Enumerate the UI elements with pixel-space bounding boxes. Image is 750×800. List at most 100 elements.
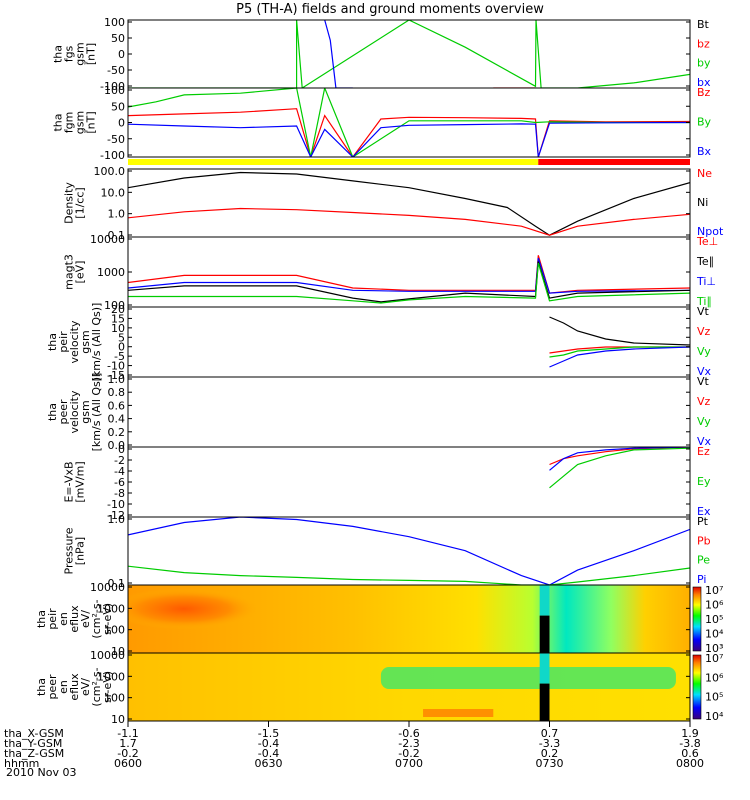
legend-entry: Bx bbox=[697, 145, 712, 158]
series-bx bbox=[324, 20, 353, 88]
ephemeris-label: hhmm bbox=[4, 757, 39, 770]
ephemeris-value: -1.5 bbox=[258, 727, 279, 740]
legend-entry: by bbox=[697, 57, 711, 70]
colorbar-tick: 10⁷ bbox=[705, 652, 723, 665]
legend-entry: Vx bbox=[697, 435, 712, 448]
date-label: 2010 Nov 03 bbox=[6, 766, 76, 779]
ylabel: magt3[eV] bbox=[63, 254, 87, 290]
spectrogram-data-gap bbox=[539, 683, 550, 721]
legend-entry: Bz bbox=[697, 86, 711, 99]
ylabel-line: (cm²-s- bbox=[90, 599, 103, 638]
legend-entry: bx bbox=[697, 76, 711, 89]
series-By bbox=[128, 88, 690, 157]
ytick-label: 100.0 bbox=[94, 165, 126, 178]
ytick-label: 100 bbox=[104, 299, 125, 312]
colorbar-tick: 10³ bbox=[705, 642, 723, 655]
legend-entry: Vz bbox=[697, 325, 711, 338]
ytick-label: 1000 bbox=[97, 602, 125, 615]
ytick-label: 10000 bbox=[90, 649, 125, 662]
series-Pe bbox=[128, 565, 690, 585]
ephemeris-label: tha_Z-GSM bbox=[4, 747, 64, 760]
ylabel-line: en bbox=[57, 680, 70, 694]
ytick-label: 15 bbox=[111, 312, 125, 325]
panel-density: 100.0 10.0 1.0 0.1 Density[1/cc] Ne Ni Npot bbox=[63, 165, 724, 242]
ephemeris-value: 1.9 bbox=[681, 727, 699, 740]
panel-frame bbox=[127, 446, 691, 518]
series-Vy bbox=[549, 346, 690, 358]
panel-peerv: 1.00.80.60.40.20.0 thapeervelocitygsm[km/… bbox=[46, 373, 712, 452]
colorbar-tick: 10⁷ bbox=[705, 584, 723, 597]
ephemeris-value: 0.2 bbox=[541, 747, 559, 760]
series-Vt bbox=[549, 316, 690, 346]
legend-entry: Ni bbox=[697, 196, 708, 209]
ytick-label: 50 bbox=[111, 100, 125, 113]
panel-frame bbox=[127, 376, 691, 448]
series-Bx bbox=[128, 121, 690, 157]
legend-entry: Vy bbox=[697, 415, 711, 428]
legend-entry: bz bbox=[697, 37, 710, 50]
ephemeris-value: 0700 bbox=[395, 757, 423, 770]
ytick-label: 10.0 bbox=[101, 186, 126, 199]
ylabel-line: E=-VxB bbox=[63, 461, 76, 502]
colorbar-tick: 10⁴ bbox=[705, 628, 724, 641]
panel-fgs: 100 50 0 -50 -100 thafgsgsm[nT] Bt bz by bx bbox=[52, 16, 711, 93]
panel-efield: 0-2-4-6-8-10-12 E=-VxB[mV/m] Ez Ey Ex bbox=[63, 443, 711, 522]
ylabel-line: [mV/m] bbox=[74, 461, 87, 502]
ylabel-line: Pressure bbox=[63, 527, 76, 574]
ytick-label: -50 bbox=[107, 64, 125, 77]
legend-entry: Npot bbox=[697, 225, 724, 238]
spectrogram-gap-top bbox=[539, 585, 550, 616]
ephemeris-value: 1.7 bbox=[119, 737, 137, 750]
ephemeris-value: -3.3 bbox=[539, 737, 560, 750]
legend-entry: Pi bbox=[697, 573, 706, 586]
colorbar-tick: 10⁶ bbox=[705, 671, 724, 684]
colorbar bbox=[692, 654, 702, 720]
ytick-label: 1000 bbox=[97, 266, 125, 279]
ytick-label: 10 bbox=[111, 713, 125, 726]
ephemeris-value: -0.2 bbox=[398, 747, 419, 760]
ytick-label: -2 bbox=[114, 454, 125, 467]
panel-frame bbox=[127, 19, 691, 89]
ytick-label: -4 bbox=[114, 465, 125, 478]
spectrogram-warm-band bbox=[423, 709, 494, 717]
ylabel-line: peir bbox=[57, 331, 70, 353]
ylabel-line: sr-eV) bbox=[101, 603, 114, 635]
ylabel-line: gsm bbox=[79, 400, 92, 423]
ylabel-line: [km/s (All Qs)] bbox=[90, 373, 103, 452]
colorbar-tick: 10⁵ bbox=[705, 613, 723, 626]
legend-entry: By bbox=[697, 116, 712, 129]
ylabel-line: [km/s (All Qs)] bbox=[90, 303, 103, 382]
ytick-label: -5 bbox=[114, 350, 125, 363]
ephemeris-value: -1.1 bbox=[117, 727, 138, 740]
ytick-label: -12 bbox=[107, 509, 125, 522]
ephemeris-value: 0600 bbox=[114, 757, 142, 770]
ylabel: thafgmgsm[nT] bbox=[52, 111, 98, 134]
ylabel: E=-VxB[mV/m] bbox=[63, 461, 87, 502]
series-Pi bbox=[128, 517, 690, 585]
legend-entry: Ez bbox=[697, 445, 710, 458]
ytick-label: 1000 bbox=[97, 670, 125, 683]
ylabel-line: [nT] bbox=[85, 111, 98, 133]
colorbar bbox=[692, 586, 702, 652]
ephemeris-value: 0.6 bbox=[681, 747, 699, 760]
panel-frame bbox=[127, 516, 691, 586]
ephemeris-value: -0.4 bbox=[258, 747, 279, 760]
legend-entry: Te∥ bbox=[696, 255, 714, 268]
ytick-label: 1.0 bbox=[108, 373, 126, 386]
series-Bz bbox=[128, 108, 690, 157]
legend-entry: Pt bbox=[697, 515, 709, 528]
ylabel-line: peer bbox=[57, 399, 70, 425]
ylabel-line: [nT] bbox=[85, 43, 98, 65]
colorbar-tick: 10⁴ bbox=[705, 710, 724, 723]
ytick-label: 100 bbox=[104, 84, 125, 97]
legend-entry: Ti∥ bbox=[696, 295, 712, 308]
ytick-label: 10000 bbox=[90, 233, 125, 246]
ytick-label: -50 bbox=[107, 133, 125, 146]
panel-frame bbox=[127, 168, 691, 238]
ephemeris-value: -0.4 bbox=[258, 737, 279, 750]
ytick-label: 50 bbox=[111, 32, 125, 45]
